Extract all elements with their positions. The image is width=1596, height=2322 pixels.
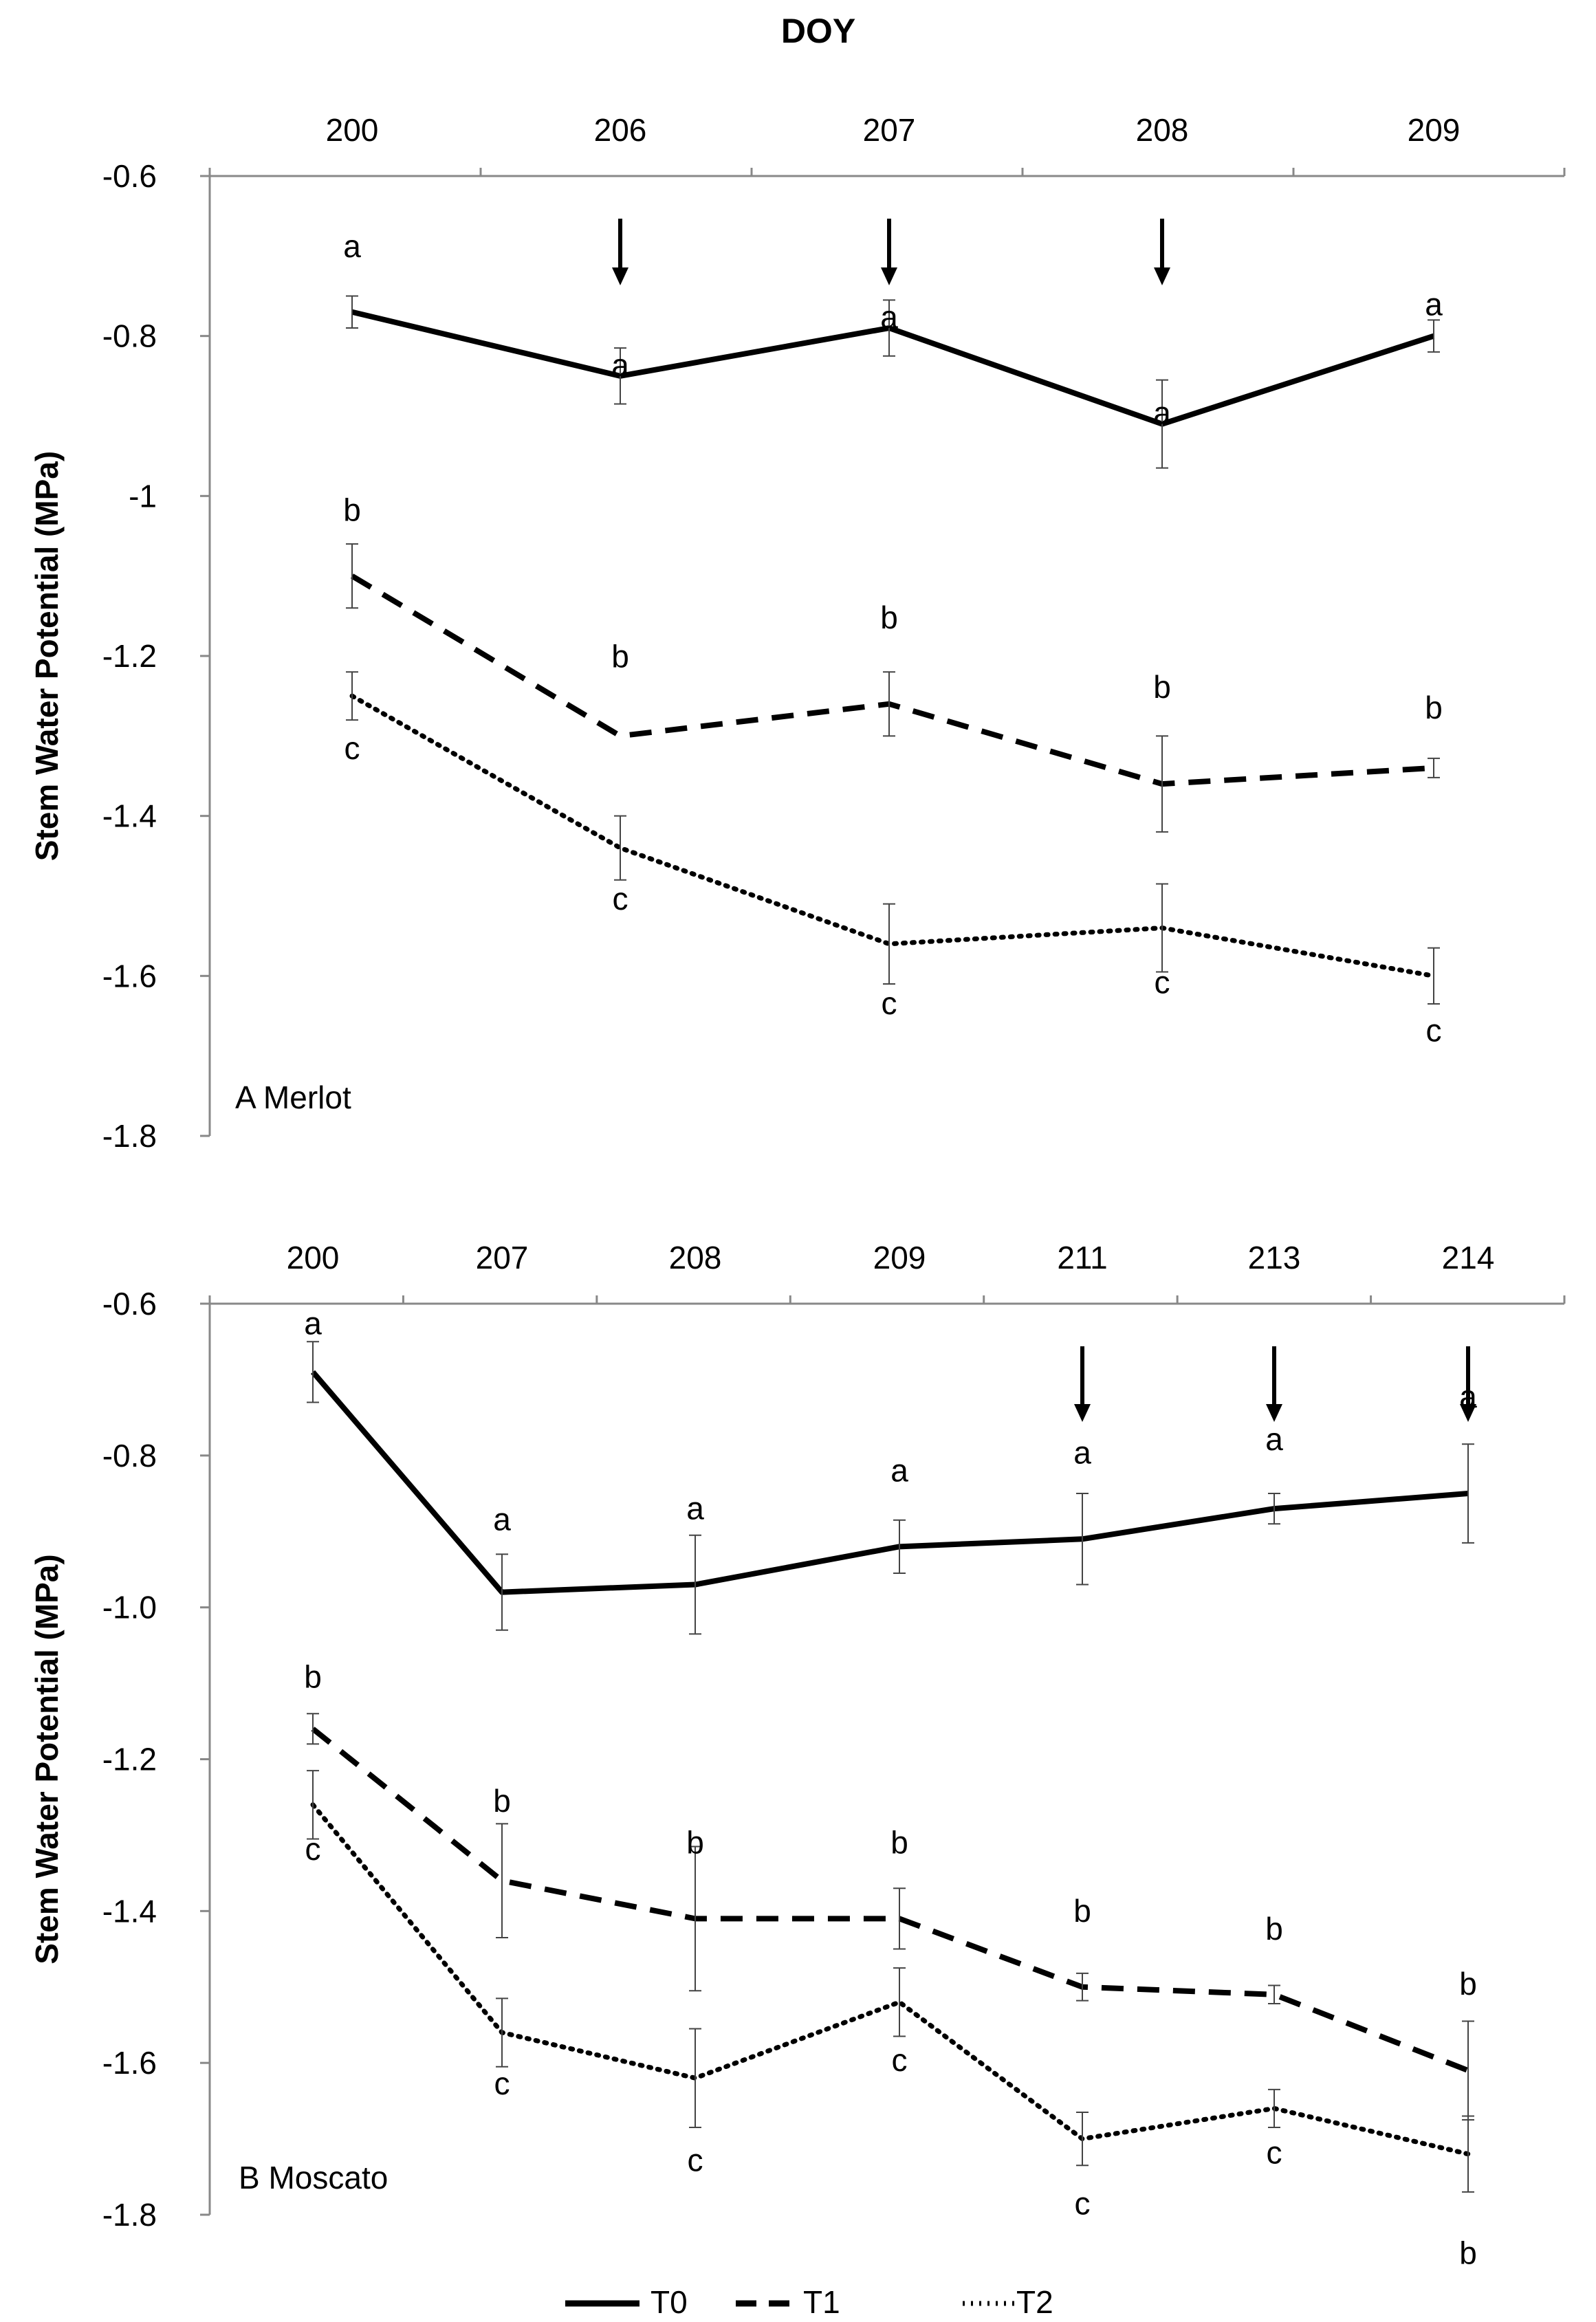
legend-label-t0: T0 [651,2284,688,2320]
significance-letter: a [686,1491,704,1526]
y-tick-label: -1.0 [102,1590,157,1625]
significance-letter: b [1425,690,1443,725]
y-tick-label: -1.6 [102,958,157,994]
significance-letter: a [1153,395,1171,431]
significance-letter: b [343,492,361,528]
significance-letter: a [611,347,629,383]
significance-letter: c [1075,2186,1091,2222]
significance-letter: c [1426,1012,1442,1048]
significance-letter: c [1155,965,1170,1000]
legend-label-t1: T1 [803,2284,840,2320]
significance-letter: a [1073,1434,1091,1470]
significance-letter: a [1265,1421,1283,1457]
panel-label: B Moscato [239,2160,388,2195]
x-tick-label: 214 [1442,1240,1495,1275]
y-tick-label: -0.8 [102,318,157,354]
significance-letter: b [1265,1911,1283,1947]
y-tick-label: -1.8 [102,2197,157,2233]
x-tick-label: 211 [1057,1240,1107,1275]
significance-letter: b [1073,1893,1091,1929]
arrow-head [1154,267,1170,285]
significance-letter: c [892,2042,908,2078]
x-tick-label: 209 [1408,112,1461,148]
significance-letter: b [611,638,629,674]
legend-label-t2: T2 [1016,2284,1053,2320]
figure-title: DOY [781,12,855,50]
legend: T0 T1 T2 [565,2284,1053,2320]
x-tick-label: 208 [1136,112,1189,148]
significance-letter: b [1459,2235,1477,2271]
y-tick-label: -1.6 [102,2045,157,2081]
y-tick-label: -1 [129,478,157,514]
y-axis-label: Stem Water Potential (MPa) [29,451,65,861]
significance-letter: c [613,881,628,917]
chart-panel-moscato: -0.6 -0.8 -1.0 -1.2 -1.4 -1.6 -1.8 200 207 208 209… [29,1240,1566,2271]
y-tick-label: -1.8 [102,1118,157,1154]
significance-letter: b [493,1783,511,1819]
panel-label: A Merlot [235,1080,351,1115]
x-tick-label: 213 [1248,1240,1301,1275]
arrow-head [612,267,628,285]
significance-letter: b [686,1824,704,1860]
significance-letter: a [1425,287,1443,322]
series-line-t2 [349,693,1436,978]
arrow-head [1266,1404,1282,1422]
y-tick-label: -1.4 [102,1893,157,1929]
significance-letter: c [494,2066,510,2101]
arrow-head [1460,1404,1476,1422]
significance-letter: c [305,1831,321,1867]
y-axis-label: Stem Water Potential (MPa) [29,1554,65,1964]
x-tick-label: 209 [873,1240,926,1275]
chart-panel-merlot: -0.6 -0.8 -1 -1.2 -1.4 -1.6 -1.8 200 206 207 208 20… [29,112,1566,1154]
significance-letter: a [890,1452,908,1488]
series-line-t1 [311,1727,1469,2073]
arrow-head [1074,1404,1091,1422]
significance-letter: c [688,2142,703,2178]
x-tick-label: 207 [476,1240,529,1275]
x-tick-label: 200 [287,1240,340,1275]
y-tick-label: -0.6 [102,158,157,194]
x-tick-label: 207 [863,112,916,148]
y-tick-label: -1.4 [102,798,157,834]
significance-letter: b [1153,669,1171,705]
significance-letter: a [880,299,898,335]
x-tick-label: 206 [594,112,647,148]
significance-letter: c [1267,2134,1282,2170]
significance-letter: b [890,1824,908,1860]
significance-letter: b [304,1658,322,1694]
x-tick-label: 200 [326,112,379,148]
significance-letter: a [493,1502,511,1537]
significance-letter: a [343,228,361,264]
y-tick-label: -1.2 [102,1742,157,1777]
significance-letter: a [304,1305,322,1341]
significance-letter: b [880,600,898,635]
arrow-head [881,267,897,285]
significance-letter: b [1459,1966,1477,2002]
x-tick-label: 208 [669,1240,722,1275]
significance-letter: a [1459,1379,1477,1414]
significance-letter: c [882,985,897,1021]
y-tick-label: -0.6 [102,1286,157,1322]
y-tick-label: -1.2 [102,638,157,674]
y-tick-label: -0.8 [102,1438,157,1474]
significance-letter: c [345,730,360,766]
